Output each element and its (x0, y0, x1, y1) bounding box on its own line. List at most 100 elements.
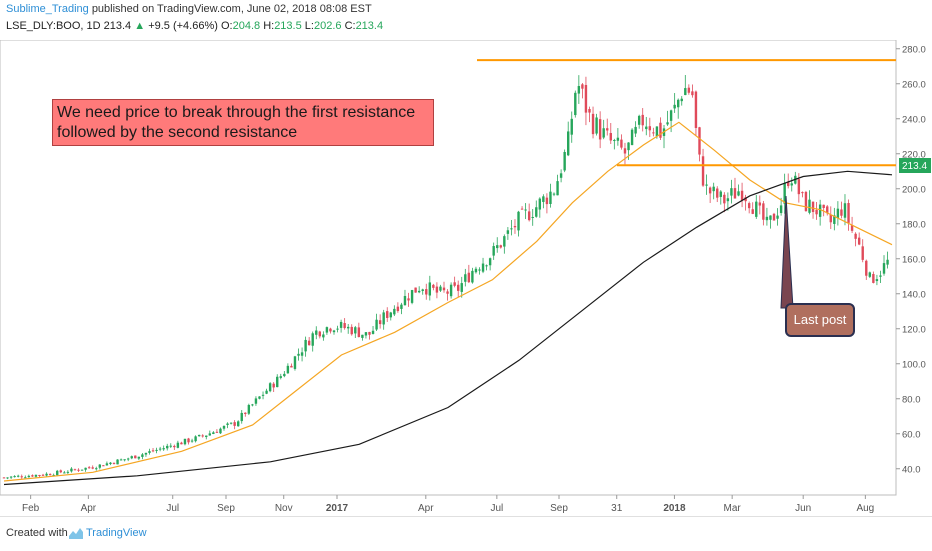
y-tick-label: 140.0 (902, 289, 926, 300)
chart-header: Sublime_Trading published on TradingView… (0, 0, 932, 40)
y-tick-label: 120.0 (902, 324, 926, 335)
x-tick-label: 2018 (663, 503, 686, 514)
candle (155, 447, 158, 454)
candle (194, 435, 197, 443)
high-label: H: (263, 20, 275, 32)
candle (492, 242, 495, 260)
candle (666, 110, 669, 126)
candle (577, 75, 581, 104)
published-text: published on TradingView.com, June 02, 2… (91, 3, 372, 15)
x-tick-label: Mar (724, 503, 742, 514)
x-tick-label: Jul (490, 503, 503, 514)
candle (73, 468, 77, 471)
candle (158, 446, 162, 452)
candle (882, 255, 886, 276)
candle (634, 121, 637, 138)
candle (80, 469, 84, 471)
candle (815, 201, 818, 220)
candle (297, 348, 300, 361)
candle (520, 206, 524, 210)
candle (570, 111, 573, 143)
candle (315, 326, 318, 340)
x-tick-label: Aug (856, 503, 874, 514)
candle (499, 244, 502, 249)
candle (442, 281, 446, 293)
tradingview-logo-icon (69, 528, 83, 539)
candle (201, 434, 204, 438)
candle (378, 314, 382, 329)
candle (872, 271, 875, 284)
candle (130, 455, 133, 460)
candle (648, 117, 652, 138)
candle (261, 391, 265, 400)
candle (527, 203, 531, 222)
candle (240, 410, 243, 424)
candle (300, 347, 304, 362)
candle (790, 177, 793, 192)
candle (751, 202, 754, 215)
candle (410, 289, 414, 305)
candle (765, 207, 769, 226)
candle (425, 283, 428, 300)
candle (847, 199, 850, 231)
candle (102, 465, 105, 467)
candle (677, 98, 680, 119)
candle (637, 114, 641, 129)
author-link[interactable]: Sublime_Trading (6, 3, 89, 15)
candle (691, 84, 694, 98)
moving-average-short (3, 121, 893, 482)
candle (588, 106, 591, 123)
tradingview-link[interactable]: TradingView (86, 527, 147, 539)
candle (144, 452, 148, 457)
candle (772, 212, 776, 221)
candle (20, 474, 23, 480)
candle (694, 90, 698, 136)
candle (843, 194, 847, 226)
last-price-tag-text: 213.4 (902, 161, 927, 172)
candle (708, 186, 712, 203)
candle (506, 227, 510, 240)
candle (364, 331, 368, 339)
candle (382, 309, 385, 330)
candle (16, 474, 20, 478)
candle (652, 127, 655, 137)
candle (865, 259, 868, 280)
candle (265, 388, 268, 395)
candle (613, 138, 616, 150)
y-tick-label: 80.0 (902, 394, 921, 405)
candle (524, 203, 527, 220)
candle (645, 116, 648, 136)
candle (460, 276, 463, 298)
candle (215, 429, 219, 433)
candle (595, 113, 598, 136)
candle (762, 200, 765, 226)
candle (510, 219, 513, 236)
candle (496, 237, 499, 253)
candle (627, 142, 630, 160)
price-change: +9.5 (+4.66%) (148, 20, 218, 32)
candle (24, 475, 27, 479)
low-value: 202.6 (313, 20, 342, 32)
candle (325, 326, 329, 335)
candle (389, 311, 392, 321)
candle (176, 440, 180, 449)
candle (673, 93, 676, 113)
candle (701, 148, 705, 187)
candle (343, 318, 346, 330)
candle (407, 292, 410, 307)
candle (70, 467, 73, 473)
candle (233, 420, 236, 430)
candle (95, 466, 98, 471)
candle (464, 268, 467, 287)
candle (322, 331, 325, 341)
candle (6, 477, 9, 480)
candle (535, 200, 538, 218)
candle (354, 325, 357, 338)
y-tick-label: 280.0 (902, 44, 926, 55)
candle (9, 476, 13, 479)
symbol-label[interactable]: LSE_DLY:BOO, 1D (6, 20, 101, 32)
open-value: 204.8 (232, 20, 261, 32)
candle (98, 464, 102, 470)
candle (822, 204, 825, 217)
candle (552, 192, 556, 197)
